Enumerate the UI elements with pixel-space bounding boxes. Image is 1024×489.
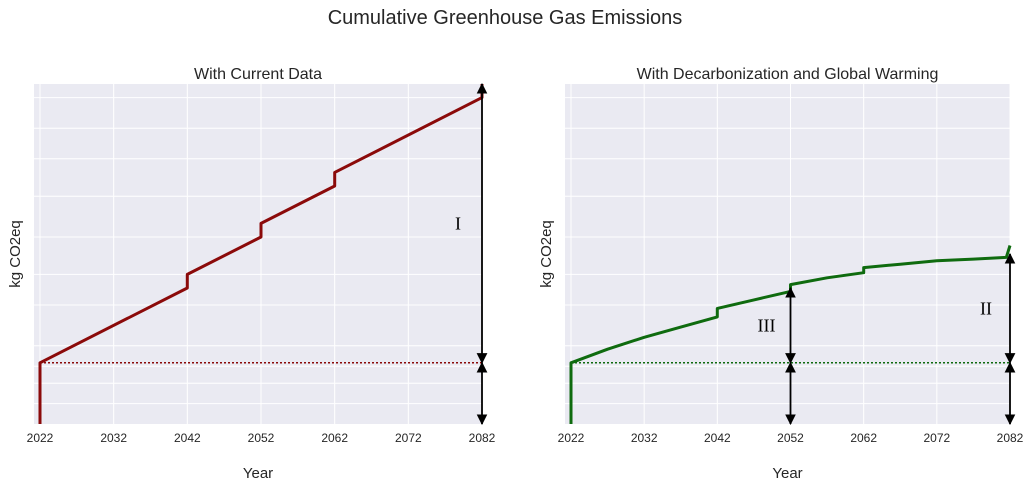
y-axis-label: kg CO2eq — [538, 220, 555, 288]
x-tick-label: 2022 — [27, 431, 54, 445]
plot-area — [34, 84, 482, 424]
x-tick-label: 2042 — [704, 431, 731, 445]
series-line — [38, 84, 484, 424]
panel-right: 2022 2032 2042 2052 2062 2072 2082 With Decarbo… — [538, 66, 1024, 482]
figure-title: Cumulative Greenhouse Gas Emissions — [328, 7, 683, 29]
x-axis-label: Year — [243, 465, 273, 482]
x-tick-label: 2072 — [923, 431, 950, 445]
x-tick-label: 2082 — [997, 431, 1024, 445]
x-tick-label: 2042 — [174, 431, 201, 445]
x-tick-label: 2052 — [248, 431, 275, 445]
x-tick-label: 2072 — [395, 431, 422, 445]
panel-left: 2022 2032 2042 2052 2062 2072 2082 With Current… — [7, 66, 496, 482]
x-tick-label: 2062 — [321, 431, 348, 445]
y-axis-label: kg CO2eq — [7, 220, 24, 288]
x-tick-label: 2022 — [558, 431, 585, 445]
arrow-label: II — [980, 298, 992, 318]
x-axis-label: Year — [772, 465, 802, 482]
x-tick-label: 2062 — [850, 431, 877, 445]
arrow-label: III — [758, 315, 776, 335]
arrow-label: I — [455, 213, 461, 233]
chart-title: With Current Data — [194, 66, 322, 83]
plot-area — [565, 84, 1010, 424]
x-tick-label: 2052 — [777, 431, 804, 445]
x-tick-label: 2032 — [631, 431, 658, 445]
x-tick-label: 2032 — [100, 431, 127, 445]
chart-title: With Decarbonization and Global Warming — [637, 66, 939, 83]
x-tick-label: 2082 — [469, 431, 496, 445]
